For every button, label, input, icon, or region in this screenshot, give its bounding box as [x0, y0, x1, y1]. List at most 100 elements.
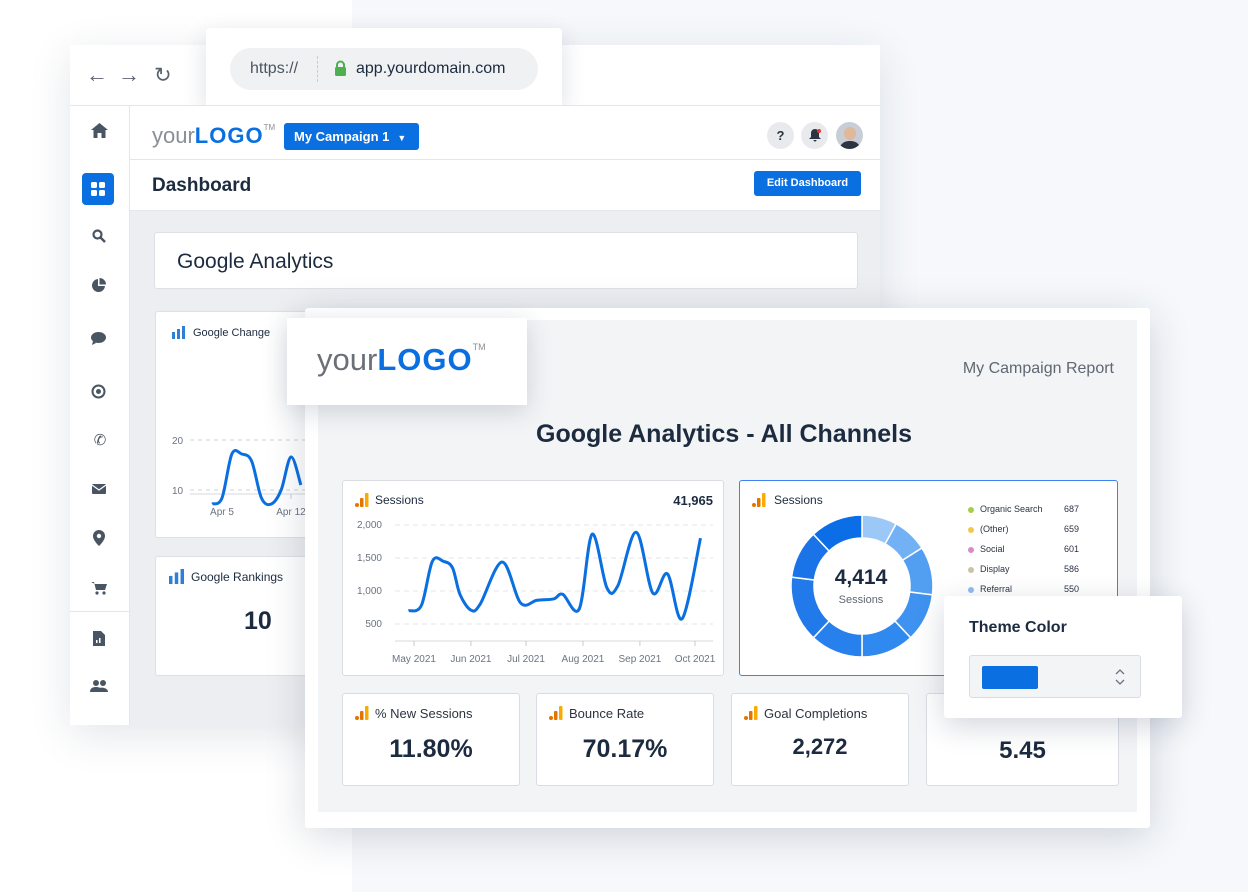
home-icon[interactable] [91, 123, 108, 138]
page-title: Dashboard [152, 175, 252, 196]
legend-dot [968, 507, 974, 513]
kpi-value: 2,272 [792, 734, 848, 759]
sessions-line-card: Sessions 41,965 500 1,000 1,500 2,000 May 20… [342, 480, 724, 676]
url-scheme: https:// [250, 60, 299, 77]
help-button[interactable]: ? [767, 122, 794, 149]
legend-item: Organic Search 687 [968, 503, 1118, 519]
card-title: Google Rankings [191, 570, 284, 584]
x-tick-label: Apr 5 [210, 507, 234, 518]
chat-icon[interactable] [91, 332, 106, 345]
x-tick-label: Apr 12 [276, 507, 306, 518]
user-avatar[interactable] [836, 122, 863, 149]
legend-label: (Other) [980, 524, 1009, 534]
legend-dot [968, 567, 974, 573]
sessions-line [407, 530, 702, 621]
kpi-bounce-rate: Bounce Rate 70.17% [536, 693, 714, 786]
kpi-value: 5.45 [999, 737, 1046, 764]
forward-arrow-icon[interactable]: → [118, 62, 140, 87]
kpi-label: % New Sessions [375, 706, 473, 721]
address-bar-popup: https:// app.yourdomain.com [206, 28, 562, 108]
theme-color-popup: Theme Color [944, 596, 1182, 718]
sidebar: ✆ [70, 105, 130, 725]
sidebar-divider [70, 611, 129, 612]
sessions-total: 41,965 [673, 493, 713, 508]
legend-item: Referral 550 [968, 583, 1118, 599]
report-icon[interactable] [93, 631, 105, 646]
section-title: Google Analytics [177, 250, 334, 273]
y-tick-label: 1,500 [357, 553, 382, 564]
phone-icon[interactable]: ✆ [93, 432, 107, 449]
kpi-new-sessions: % New Sessions 11.80% [342, 693, 520, 786]
x-tick-label: Jun 2021 [450, 654, 492, 665]
x-tick-label: Jul 2021 [507, 654, 545, 665]
legend-item: (Other) 659 [968, 523, 1118, 539]
google-analytics-icon [355, 706, 369, 720]
url-divider [317, 56, 318, 82]
back-arrow-icon[interactable]: ← [86, 62, 108, 87]
kpi-value: 70.17% [582, 735, 668, 763]
location-pin-icon[interactable] [93, 530, 105, 546]
campaign-selector[interactable]: My Campaign 1 ▼ [284, 123, 419, 150]
bell-icon [808, 129, 821, 142]
donut-center-value: 4,414 [834, 566, 888, 589]
edit-dashboard-button[interactable]: Edit Dashboard [754, 171, 861, 196]
users-icon[interactable] [90, 680, 108, 692]
target-icon[interactable] [91, 384, 106, 399]
pie-chart-icon[interactable] [91, 278, 106, 293]
y-tick-label: 20 [172, 436, 184, 447]
google-analytics-icon [549, 706, 563, 720]
x-tick-label: Aug 2021 [562, 654, 605, 665]
report-campaign-label: My Campaign Report [962, 360, 1114, 377]
donut-segment [812, 514, 863, 553]
lock-icon [335, 60, 346, 76]
report-logo-card: yourLOGOTM [287, 318, 527, 405]
url-domain: app.yourdomain.com [356, 60, 506, 77]
legend-label: Display [980, 564, 1010, 574]
y-tick-label: 1,000 [357, 586, 382, 597]
kpi-value: 11.80% [389, 735, 473, 763]
kpi-label: Goal Completions [764, 706, 868, 721]
bar-chart-icon [172, 326, 185, 339]
kpi-goal-completions: Goal Completions 2,272 [731, 693, 909, 786]
theme-color-title: Theme Color [969, 619, 1067, 636]
legend-value: 687 [1064, 504, 1080, 514]
address-bar[interactable]: https:// app.yourdomain.com [230, 48, 538, 90]
legend-dot [968, 587, 974, 593]
email-icon[interactable] [92, 484, 106, 494]
sidebar-item-dashboard[interactable] [82, 173, 114, 205]
section-header-card: Google Analytics [154, 232, 858, 289]
legend-item: Social 601 [968, 543, 1118, 559]
cart-icon[interactable] [91, 581, 107, 595]
legend-value: 550 [1064, 584, 1080, 594]
sessions-line-chart: 500 1,000 1,500 2,000 May 2021 Jun 2021 Jul 20… [357, 520, 716, 665]
dashboard-title-bar: Dashboard Edit Dashboard [130, 160, 880, 211]
y-tick-label: 10 [172, 486, 184, 497]
report-logo: yourLOGOTM [317, 342, 486, 377]
legend-item: Display 586 [968, 563, 1118, 579]
card-title: Sessions [375, 493, 424, 507]
legend-value: 659 [1064, 524, 1080, 534]
x-tick-label: Sep 2021 [618, 654, 661, 665]
legend-value: 601 [1064, 544, 1080, 554]
color-swatch [982, 666, 1038, 689]
y-tick-label: 500 [365, 619, 382, 630]
donut-center-label: Sessions [838, 594, 884, 606]
bar-chart-icon [169, 569, 184, 584]
app-header: yourLOGOTM My Campaign 1 ▼ ? [130, 105, 880, 160]
grid-icon [91, 182, 105, 196]
search-icon[interactable] [92, 229, 106, 243]
legend-label: Referral [980, 584, 1013, 594]
google-analytics-icon [744, 706, 758, 720]
google-change-line [211, 449, 303, 507]
x-tick-label: May 2021 [392, 654, 436, 665]
rankings-value: 10 [244, 607, 272, 635]
notifications-button[interactable] [801, 122, 828, 149]
kpi-label: Bounce Rate [569, 706, 645, 721]
card-title: Google Change [193, 327, 271, 339]
theme-color-select[interactable] [969, 655, 1141, 698]
card-title: Sessions [774, 493, 823, 507]
y-tick-label: 2,000 [357, 520, 382, 531]
report-preview: My Campaign Report Google Analytics - Al… [305, 308, 1150, 828]
campaign-name: My Campaign 1 [294, 129, 390, 144]
reload-icon[interactable]: ↻ [154, 64, 172, 87]
